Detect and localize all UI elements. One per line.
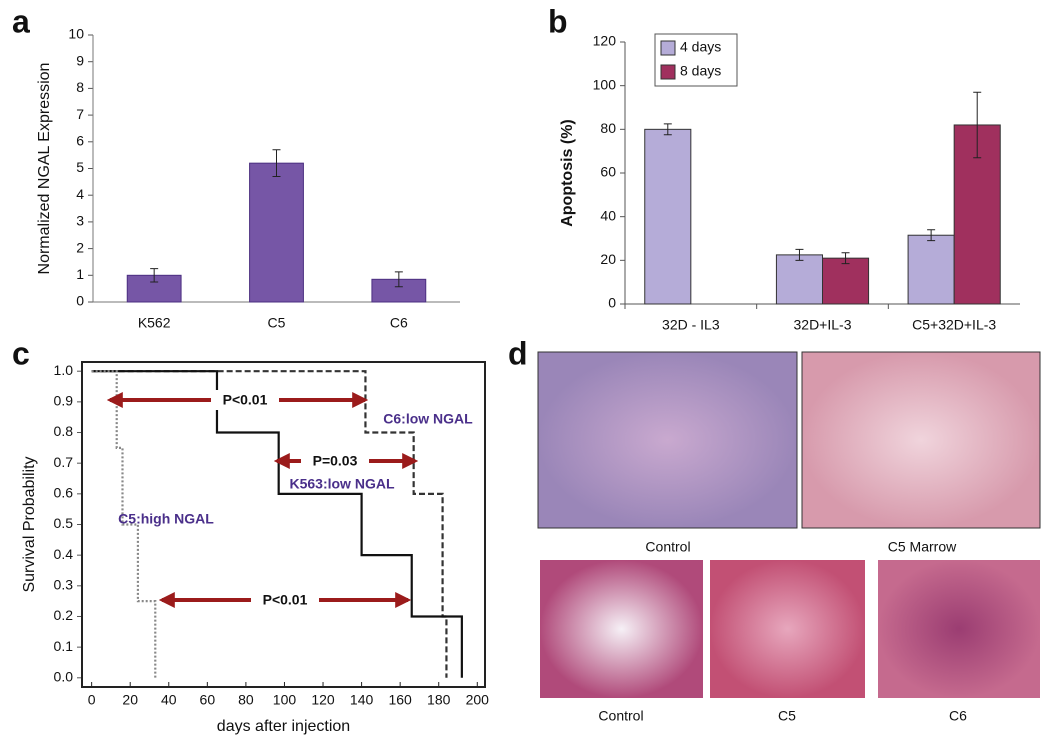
error-bar [841, 252, 850, 265]
bar [775, 254, 824, 305]
micrograph [878, 560, 1040, 698]
annotation: P<0.01 [223, 392, 268, 408]
x-tick-label: C6 [390, 315, 408, 331]
error-bar [663, 123, 672, 136]
legend-label: 4 days [680, 39, 721, 55]
y-tick-label: 0.3 [54, 577, 74, 593]
annotation-bg [251, 590, 319, 610]
x-tick-label: 0 [88, 692, 96, 708]
y-tick-label: 6 [76, 133, 84, 149]
x-tick-label: K562 [138, 315, 171, 331]
x-tick-label: C5 [268, 315, 286, 331]
image-caption: C6 [949, 708, 967, 724]
y-tick-label: 80 [600, 120, 616, 136]
error-bar [927, 229, 936, 242]
y-tick-label: 0.8 [54, 423, 74, 439]
curve-label: C5:high NGAL [118, 511, 214, 527]
curve-label: K563:low NGAL [289, 476, 394, 492]
y-tick-label: 3 [76, 213, 84, 229]
y-tick-label: 0.5 [54, 515, 74, 531]
x-tick-label: 32D+IL-3 [794, 317, 852, 333]
panel-label: d [508, 335, 528, 371]
x-tick-label: 60 [200, 692, 216, 708]
micrograph [710, 560, 865, 698]
y-tick-label: 7 [76, 106, 84, 122]
y-tick-label: 2 [76, 239, 84, 255]
y-tick-label: 4 [76, 186, 84, 202]
annotation-bg [211, 390, 279, 410]
y-tick-label: 8 [76, 79, 84, 95]
bar [822, 257, 870, 305]
y-tick-label: 0.7 [54, 454, 74, 470]
error-bar [973, 91, 982, 159]
y-axis-label: Apoptosis (%) [559, 119, 576, 227]
legend-swatch [660, 64, 676, 80]
y-tick-label: 0.4 [54, 546, 74, 562]
x-tick-label: 180 [427, 692, 451, 708]
x-tick-label: 100 [273, 692, 297, 708]
y-axis-label: Normalized NGAL Expression [36, 63, 53, 275]
error-bar [272, 149, 281, 178]
y-tick-label: 100 [593, 76, 617, 92]
y-tick-label: 120 [593, 33, 617, 49]
image-caption: Control [598, 708, 643, 724]
annotation: P=0.03 [313, 453, 358, 469]
legend-label: 8 days [680, 63, 721, 79]
histology-panel: d Control C5 Marrow Control C5 C6 [508, 335, 1041, 724]
y-tick-label: 0.9 [54, 393, 74, 409]
y-tick-label: 1.0 [54, 362, 74, 378]
bar [249, 162, 304, 303]
panel-label: c [12, 335, 30, 371]
error-bar [394, 271, 403, 288]
bar [907, 234, 955, 305]
image-caption: C5 [778, 708, 796, 724]
legend-swatch [660, 40, 676, 56]
y-axis-label: Survival Probability [21, 456, 38, 592]
plot-frame [81, 361, 486, 688]
y-tick-label: 60 [600, 164, 616, 180]
x-tick-label: 32D - IL3 [662, 317, 720, 333]
survival-curve [91, 370, 157, 678]
micrograph [801, 351, 1041, 529]
y-tick-label: 10 [68, 26, 84, 42]
y-tick-label: 1 [76, 266, 84, 282]
bar [644, 128, 692, 305]
error-bar [795, 248, 804, 261]
survival-curve [91, 370, 463, 678]
image-caption: Control [645, 539, 690, 555]
error-bar [150, 268, 159, 283]
micrograph [537, 351, 798, 529]
panel-label: a [12, 3, 30, 39]
y-tick-label: 0 [608, 295, 616, 311]
x-tick-label: C5+32D+IL-3 [912, 317, 996, 333]
micrograph [540, 560, 703, 698]
bar [126, 274, 182, 303]
y-tick-label: 0 [76, 293, 84, 309]
y-tick-label: 0.0 [54, 669, 74, 685]
x-tick-label: 120 [311, 692, 335, 708]
x-axis-label: days after injection [217, 718, 350, 735]
x-tick-label: 140 [350, 692, 374, 708]
x-tick-label: 200 [466, 692, 490, 708]
x-tick-label: 20 [122, 692, 138, 708]
y-tick-label: 5 [76, 159, 84, 175]
y-tick-label: 0.1 [54, 638, 74, 654]
annotation-bg [301, 451, 369, 471]
y-tick-label: 0.2 [54, 607, 74, 623]
image-caption: C5 Marrow [888, 539, 957, 555]
y-tick-label: 0.6 [54, 485, 74, 501]
x-tick-label: 40 [161, 692, 177, 708]
curve-label: C6:low NGAL [383, 411, 473, 427]
y-tick-label: 9 [76, 52, 84, 68]
panel-label: b [548, 3, 568, 39]
y-tick-label: 20 [600, 251, 616, 267]
annotation: P<0.01 [263, 592, 308, 608]
y-tick-label: 40 [600, 207, 616, 223]
x-tick-label: 160 [388, 692, 412, 708]
x-tick-label: 80 [238, 692, 254, 708]
